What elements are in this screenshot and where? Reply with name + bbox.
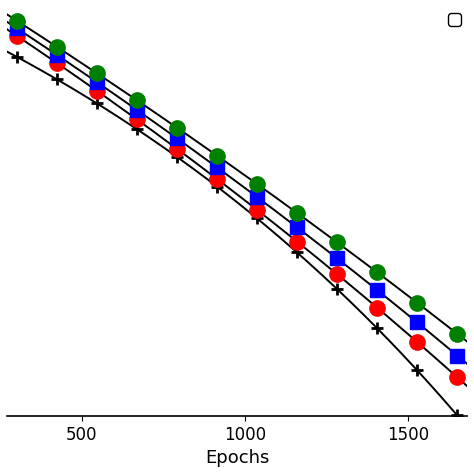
Legend:  — [448, 13, 461, 26]
X-axis label: Epochs: Epochs — [205, 449, 269, 467]
